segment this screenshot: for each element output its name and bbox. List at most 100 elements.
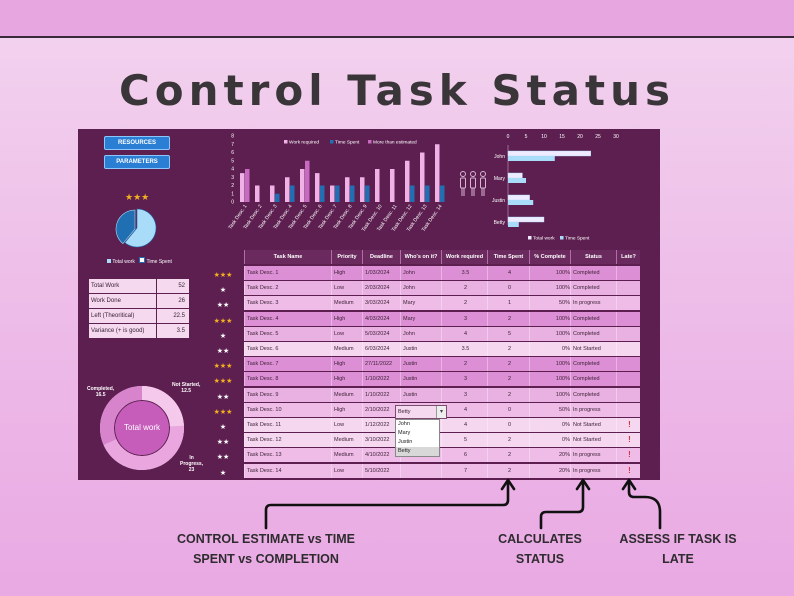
table-row: Task Desc. 1 High 1/03/2024 John 3.5 4 100% Com… bbox=[244, 266, 640, 281]
priority-stars: ★ bbox=[219, 424, 227, 431]
table-cell-who: Justin bbox=[400, 357, 441, 372]
column-header: Work required bbox=[441, 250, 487, 264]
table-cell-name: Task Desc. 4 bbox=[244, 311, 331, 326]
table-cell-late bbox=[616, 357, 640, 372]
legend-swatch bbox=[368, 140, 372, 144]
table-cell-time: 2 bbox=[487, 433, 529, 448]
table-cell-priority: Low bbox=[331, 281, 362, 296]
top-band bbox=[0, 0, 794, 38]
priority-stars: ★★ bbox=[216, 348, 230, 355]
table-cell-late bbox=[616, 402, 640, 417]
table-row: Task Desc. 9 Medium 1/10/2022 Justin 3 2 100% C… bbox=[244, 387, 640, 403]
priority-stars: ★★★ bbox=[213, 363, 233, 371]
table-cell-pct: 100% bbox=[529, 372, 572, 387]
column-header: Status bbox=[570, 250, 616, 264]
summary-row: Left (Theoritical) 22.5 bbox=[89, 309, 189, 324]
y-tick-label: 4 bbox=[231, 167, 234, 173]
donut-center-label: Total work bbox=[124, 423, 161, 432]
table-row: Task Desc. 4 High 4/03/2024 Mary 3 2 100% Compl… bbox=[244, 311, 640, 327]
table-cell-work: 3 bbox=[441, 311, 487, 326]
table-cell-status: Not Started bbox=[570, 418, 616, 432]
dropdown-option[interactable]: Mary bbox=[398, 430, 411, 436]
bar-time-spent bbox=[508, 156, 555, 161]
table-cell-priority: Low bbox=[331, 463, 362, 478]
summary-row: Variance (+ is good) 3.5 bbox=[89, 324, 189, 339]
table-cell-status: Completed bbox=[570, 311, 616, 326]
table-cell-priority: Medium bbox=[331, 296, 362, 311]
column-header: Task Name bbox=[244, 250, 331, 264]
table-cell-pct: 50% bbox=[529, 402, 572, 417]
priority-stars: ★★ bbox=[216, 302, 230, 310]
table-cell-pct: 100% bbox=[529, 326, 572, 341]
y-tick-label: 7 bbox=[231, 142, 234, 148]
dropdown-option[interactable]: Betty bbox=[396, 447, 439, 456]
donut-label-not-started: Not Started, 12.5 bbox=[172, 382, 201, 394]
table-cell-deadline: 27/11/2022 bbox=[362, 357, 400, 372]
table-row: Task Desc. 8 High 1/10/2022 Justin 3 2 100% Com… bbox=[244, 372, 640, 387]
total-work-donut: Total work bbox=[100, 386, 184, 470]
table-row: Task Desc. 11 Low 1/12/2022 4 0 0% Not Started… bbox=[244, 418, 640, 433]
priority-stars: ★ bbox=[219, 469, 227, 477]
legend-swatch bbox=[560, 236, 564, 240]
table-cell-time: 2 bbox=[487, 387, 529, 402]
bar-time-spent bbox=[508, 200, 534, 205]
legend-label: Total work bbox=[533, 236, 555, 242]
bar-time-spent bbox=[440, 185, 445, 202]
bar-work-required bbox=[315, 173, 320, 202]
table-cell-work: 5 bbox=[441, 433, 487, 448]
resources-button[interactable]: RESOURCES bbox=[104, 136, 170, 150]
dropdown-option[interactable]: Justin bbox=[398, 439, 413, 445]
table-cell-status: In progress bbox=[570, 402, 616, 417]
y-tick-label: 3 bbox=[231, 175, 234, 181]
table-cell-work: 7 bbox=[441, 463, 487, 478]
table-cell-time: 0 bbox=[487, 281, 529, 296]
legend-swatch bbox=[284, 140, 288, 144]
table-cell-pct: 20% bbox=[529, 463, 572, 478]
table-cell-time: 0 bbox=[487, 418, 529, 432]
bar-time-spent bbox=[305, 160, 310, 202]
y-tick-label: 5 bbox=[231, 158, 234, 164]
parameters-button[interactable]: PARAMETERS bbox=[104, 155, 170, 169]
y-tick-label: 1 bbox=[231, 191, 234, 197]
table-row: Task Desc. 2 Low 2/03/2024 John 2 0 100% Comple… bbox=[244, 281, 640, 296]
x-tick-label: 20 bbox=[577, 134, 583, 140]
table-cell-time: 4 bbox=[487, 266, 529, 280]
summary-value: 3.5 bbox=[156, 324, 187, 338]
summary-value: 22.5 bbox=[156, 309, 187, 323]
table-cell-who: Mary bbox=[400, 311, 441, 326]
table-row: Task Desc. 13 Medium 4/10/2022 6 2 20% In prog… bbox=[244, 448, 640, 463]
bar-work-required bbox=[375, 169, 380, 202]
table-cell-time: 0 bbox=[487, 402, 529, 417]
table-cell-work: 3 bbox=[441, 387, 487, 402]
table-cell-name: Task Desc. 1 bbox=[244, 266, 331, 280]
table-cell-name: Task Desc. 8 bbox=[244, 372, 331, 387]
chevron-down-icon[interactable]: ▾ bbox=[436, 406, 446, 418]
priority-stars: ★★ bbox=[216, 393, 230, 401]
table-cell-name: Task Desc. 7 bbox=[244, 357, 331, 372]
table-cell-name: Task Desc. 10 bbox=[244, 402, 331, 417]
table-cell-late: ! bbox=[616, 448, 640, 463]
y-tick-label: 8 bbox=[231, 134, 234, 140]
table-cell-time: 2 bbox=[487, 357, 529, 372]
table-cell-priority: Low bbox=[331, 418, 362, 432]
who-dropdown[interactable]: Betty ▾ bbox=[395, 405, 447, 419]
donut-label-completed: Completed, 16.5 bbox=[87, 386, 115, 398]
table-cell-deadline: 6/03/2024 bbox=[362, 342, 400, 356]
x-tick-label: 0 bbox=[507, 134, 510, 140]
table-cell-deadline: 1/03/2024 bbox=[362, 266, 400, 280]
legend-label: Time Spent bbox=[335, 139, 360, 145]
table-cell-time: 2 bbox=[487, 463, 529, 478]
table-cell-deadline: 1/10/2022 bbox=[362, 387, 400, 402]
dropdown-option[interactable]: John bbox=[398, 421, 410, 427]
table-cell-late bbox=[616, 387, 640, 402]
table-cell-deadline: 1/12/2022 bbox=[362, 418, 400, 432]
table-cell-pct: 20% bbox=[529, 448, 572, 463]
table-row: Task Desc. 14 Low 5/10/2022 7 2 20% In progres… bbox=[244, 463, 640, 479]
table-cell-priority: High bbox=[331, 357, 362, 372]
table-cell-status: Completed bbox=[570, 387, 616, 402]
bar-total-work bbox=[507, 216, 545, 223]
legend-label: Time Spent bbox=[565, 236, 590, 242]
table-cell-status: Completed bbox=[570, 372, 616, 387]
table-cell-name: Task Desc. 5 bbox=[244, 326, 331, 341]
